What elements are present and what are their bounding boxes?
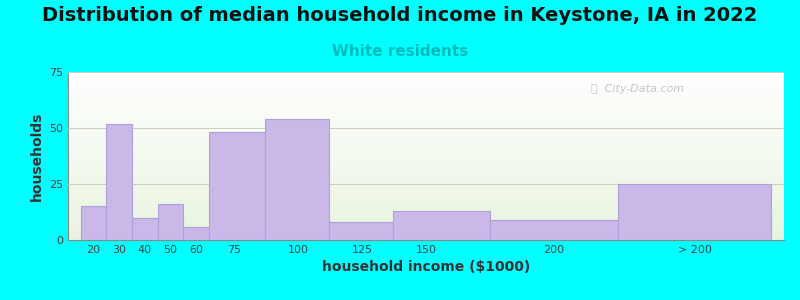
Bar <box>209 133 265 240</box>
Bar <box>265 119 329 240</box>
Bar <box>132 218 158 240</box>
Text: White residents: White residents <box>332 44 468 59</box>
Y-axis label: households: households <box>30 111 43 201</box>
Bar <box>183 226 209 240</box>
Bar <box>490 220 618 240</box>
Bar <box>618 184 771 240</box>
Bar <box>106 124 132 240</box>
Text: ⓘ  City-Data.com: ⓘ City-Data.com <box>590 84 684 94</box>
Text: Distribution of median household income in Keystone, IA in 2022: Distribution of median household income … <box>42 6 758 25</box>
Bar <box>329 222 393 240</box>
Bar <box>81 206 106 240</box>
Bar <box>393 211 490 240</box>
X-axis label: household income ($1000): household income ($1000) <box>322 260 530 274</box>
Bar <box>158 204 183 240</box>
